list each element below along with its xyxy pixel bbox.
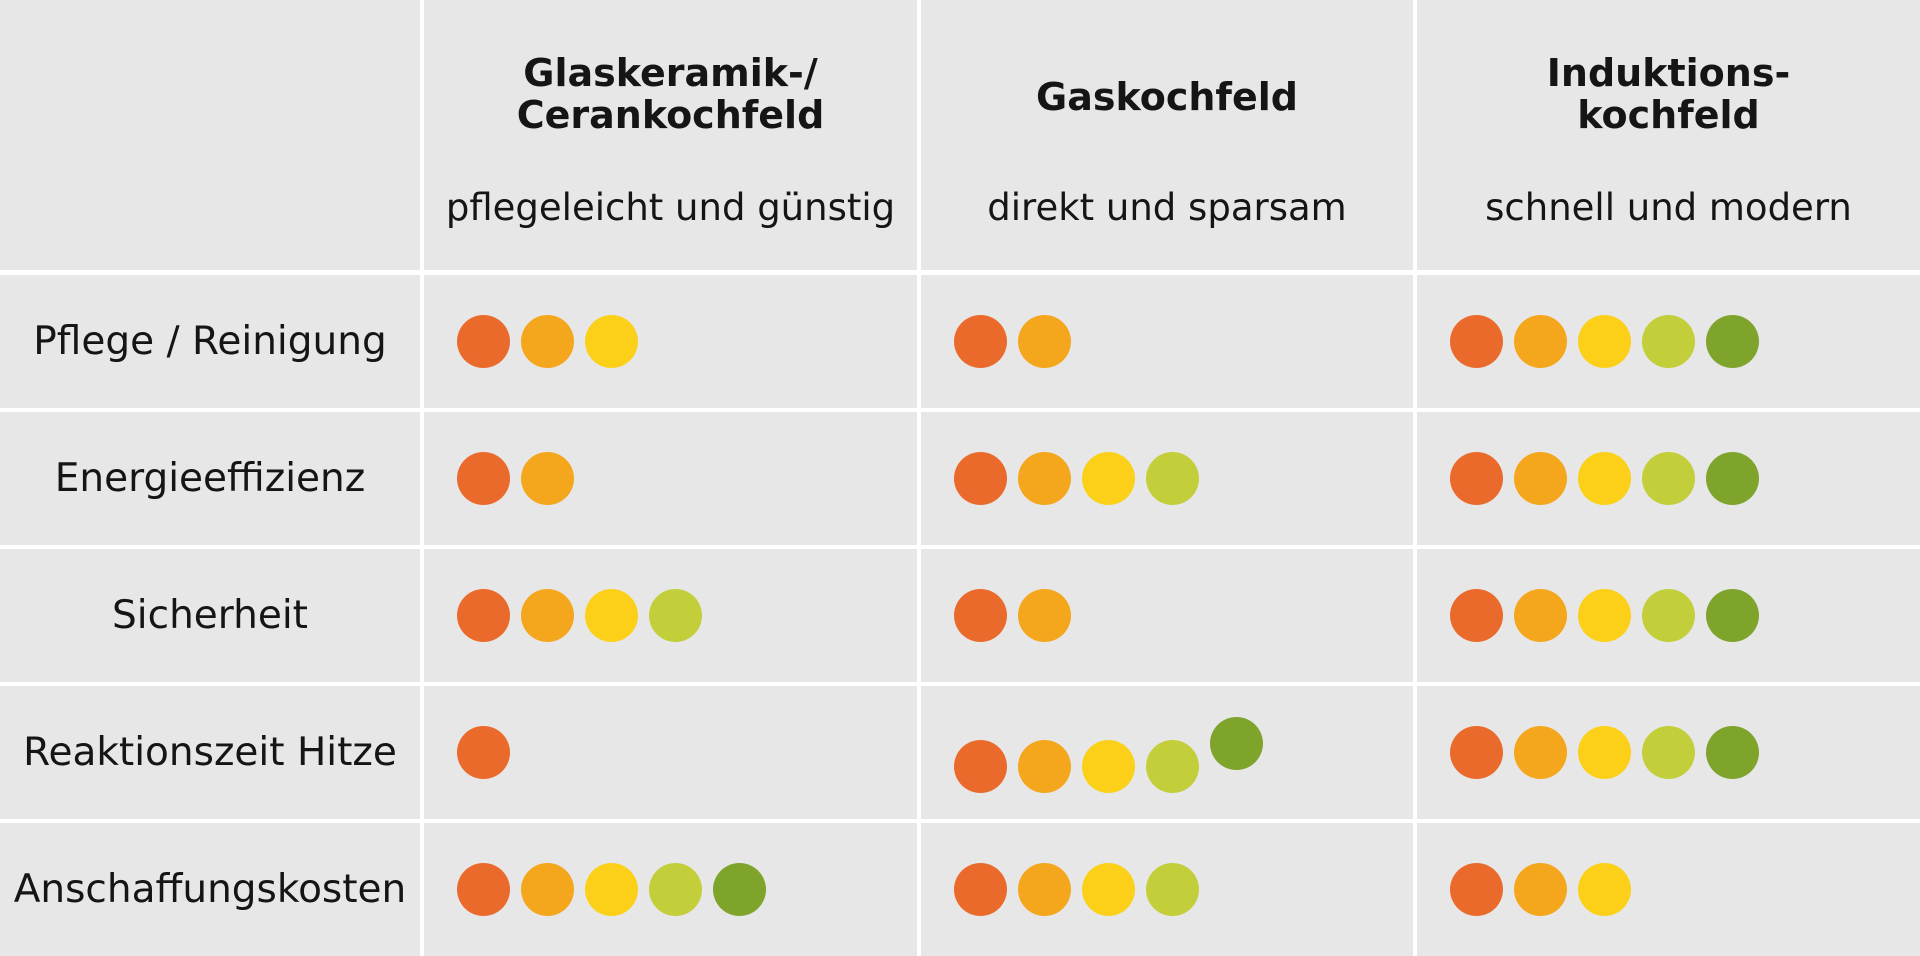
- rating-dot: [1514, 452, 1567, 505]
- rating-dot: [1450, 726, 1503, 779]
- column-title-line: kochfeld: [1577, 93, 1760, 137]
- column-subtitle: direkt und sparsam: [987, 186, 1347, 229]
- rating-dot: [649, 589, 702, 642]
- rating-dot: [585, 315, 638, 368]
- rating-dot: [1578, 452, 1631, 505]
- rating-dot: [649, 863, 702, 916]
- column-subtitle: schnell und modern: [1485, 186, 1852, 229]
- row-label: Anschaffungskosten: [0, 823, 420, 956]
- rating-dot: [1706, 589, 1759, 642]
- rating-dot: [585, 589, 638, 642]
- rating-dot: [1018, 452, 1071, 505]
- column-header-1: Glaskeramik-/Cerankochfeld pflegeleicht u…: [424, 0, 917, 270]
- rating-dot: [457, 589, 510, 642]
- rating-dot: [457, 315, 510, 368]
- rating-dot: [713, 863, 766, 916]
- rating-dot: [521, 863, 574, 916]
- rating-dot: [954, 863, 1007, 916]
- rating-cell: [424, 275, 917, 408]
- rating-dot: [521, 452, 574, 505]
- column-title: Gaskochfeld: [921, 76, 1413, 118]
- rating-dot: [1706, 452, 1759, 505]
- rating-cell: [921, 686, 1413, 819]
- rating-dot: [954, 740, 1007, 793]
- rating-dot: [954, 315, 1007, 368]
- rating-dot: [1642, 726, 1695, 779]
- column-title-line: Gaskochfeld: [1036, 75, 1298, 119]
- rating-cell: [921, 549, 1413, 682]
- rating-dot: [457, 726, 510, 779]
- rating-dot: [1450, 315, 1503, 368]
- rating-cell: [424, 549, 917, 682]
- rating-dot: [1642, 452, 1695, 505]
- rating-dot: [1578, 863, 1631, 916]
- rating-dot: [1146, 452, 1199, 505]
- column-title: Glaskeramik-/Cerankochfeld: [424, 52, 917, 136]
- rating-dot: [1642, 589, 1695, 642]
- rating-cell: [1417, 686, 1920, 819]
- row-label: Reaktionszeit Hitze: [0, 686, 420, 819]
- rating-dot: [1578, 315, 1631, 368]
- rating-cell: [1417, 549, 1920, 682]
- rating-dot: [1082, 452, 1135, 505]
- header-corner-cell: [0, 0, 420, 270]
- column-subtitle: pflegeleicht und günstig: [445, 186, 896, 229]
- rating-cell: [921, 823, 1413, 956]
- rating-dot: [585, 863, 638, 916]
- rating-dot: [1210, 717, 1263, 770]
- rating-dot: [1450, 589, 1503, 642]
- rating-dot: [1450, 452, 1503, 505]
- rating-cell: [1417, 823, 1920, 956]
- column-title-line: Induktions-: [1546, 51, 1791, 95]
- rating-dot: [954, 452, 1007, 505]
- rating-dot: [1146, 863, 1199, 916]
- rating-dot: [1578, 589, 1631, 642]
- column-title-line: Cerankochfeld: [516, 93, 825, 137]
- column-title-line: Glaskeramik-/: [523, 51, 818, 95]
- rating-dot: [1082, 863, 1135, 916]
- row-label: Pflege / Reinigung: [0, 275, 420, 408]
- rating-cell: [424, 412, 917, 545]
- rating-dot: [1082, 740, 1135, 793]
- rating-dot: [1706, 726, 1759, 779]
- rating-dot: [457, 452, 510, 505]
- rating-cell: [921, 275, 1413, 408]
- rating-dot: [521, 589, 574, 642]
- rating-dot: [1514, 726, 1567, 779]
- row-label: Sicherheit: [0, 549, 420, 682]
- rating-dot: [1450, 863, 1503, 916]
- rating-dot: [1642, 315, 1695, 368]
- rating-dot: [1706, 315, 1759, 368]
- rating-dot: [1514, 863, 1567, 916]
- rating-cell: [921, 412, 1413, 545]
- rating-dot: [1018, 315, 1071, 368]
- rating-dot: [1018, 863, 1071, 916]
- rating-dot: [1018, 589, 1071, 642]
- column-title: Induktions-kochfeld: [1417, 52, 1920, 136]
- rating-cell: [1417, 275, 1920, 408]
- column-header-2: Gaskochfeld direkt und sparsam: [921, 0, 1413, 270]
- rating-cell: [424, 823, 917, 956]
- rating-cell: [424, 686, 917, 819]
- rating-cell: [1417, 412, 1920, 545]
- rating-dot: [954, 589, 1007, 642]
- rating-dot: [1514, 315, 1567, 368]
- rating-dot: [521, 315, 574, 368]
- rating-dot: [1578, 726, 1631, 779]
- rating-dot: [1514, 589, 1567, 642]
- rating-dot: [457, 863, 510, 916]
- row-label: Energieeffizienz: [0, 412, 420, 545]
- rating-dot: [1146, 740, 1199, 793]
- rating-dot: [1018, 740, 1071, 793]
- column-header-3: Induktions-kochfeld schnell und modern: [1417, 0, 1920, 270]
